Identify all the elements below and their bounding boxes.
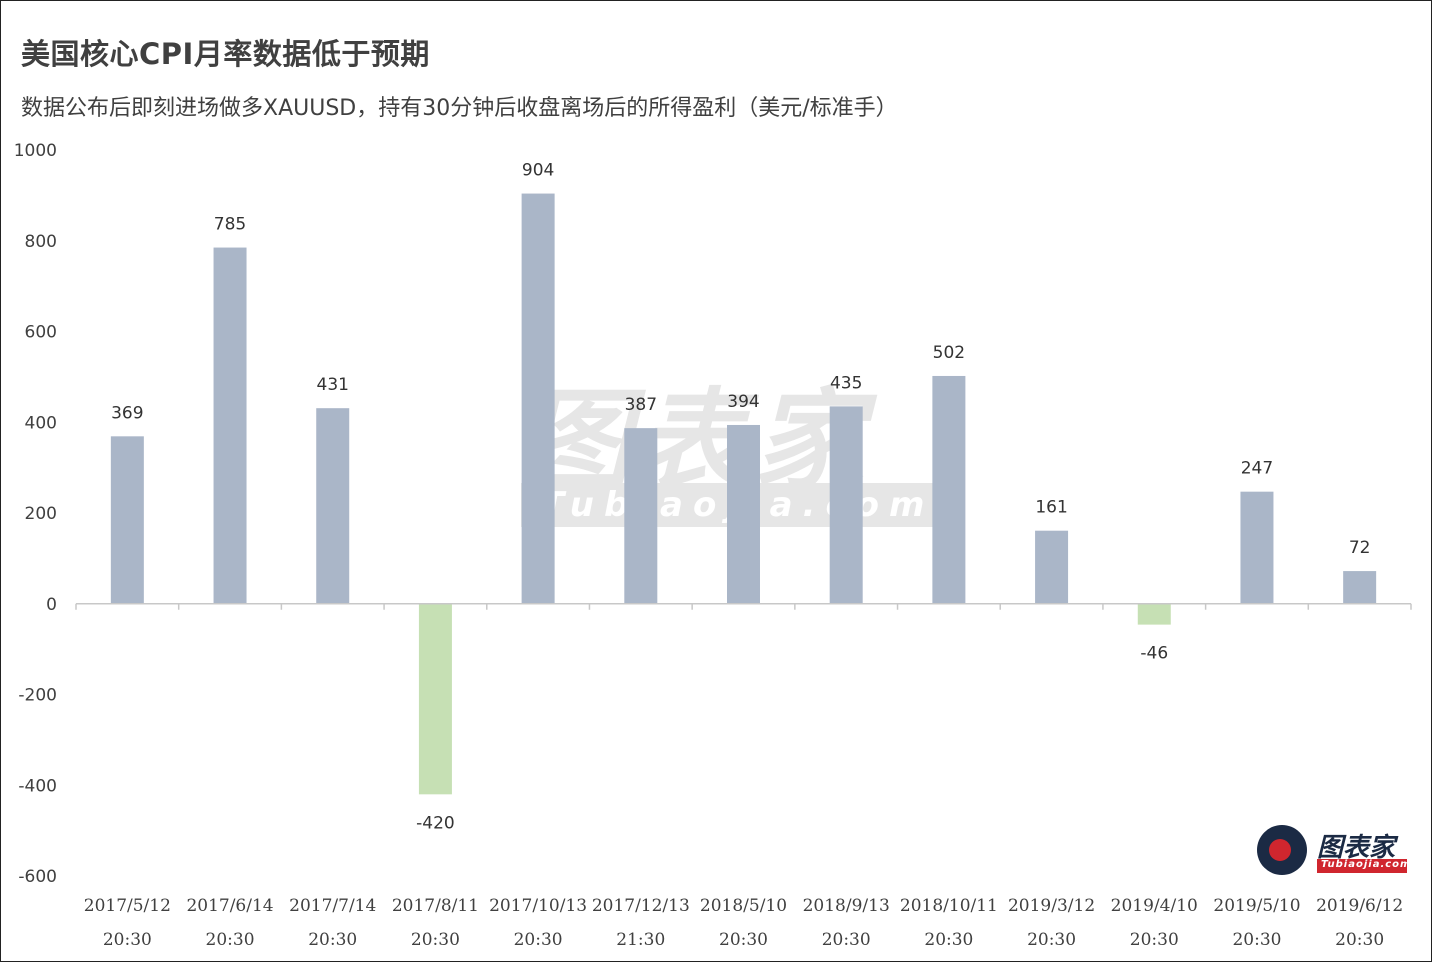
bar — [932, 375, 966, 604]
y-tick-label: 1000 — [14, 141, 57, 161]
x-category-date: 2018/5/10 — [700, 896, 787, 916]
bar — [1137, 603, 1171, 625]
bar — [110, 436, 144, 604]
x-category-date: 2017/7/14 — [289, 896, 376, 916]
data-label: 247 — [1241, 459, 1273, 479]
x-category-date: 2017/5/12 — [84, 896, 171, 916]
y-tick-label: 800 — [25, 232, 57, 252]
bar — [521, 193, 555, 604]
x-category-date: 2018/10/11 — [900, 896, 998, 916]
y-tick-label: 0 — [46, 595, 57, 615]
bar — [316, 408, 350, 604]
brand-logo: 图表家 Tubiaojia.com — [1257, 823, 1417, 879]
bar — [1343, 571, 1377, 604]
logo-sub-text: Tubiaojia.com — [1321, 859, 1412, 870]
data-label: 785 — [214, 215, 246, 235]
x-category-date: 2017/12/13 — [592, 896, 690, 916]
x-axis-tick-marks — [75, 603, 1412, 610]
data-label: -420 — [416, 813, 455, 833]
bar — [418, 603, 452, 795]
x-category-time: 20:30 — [1130, 930, 1179, 950]
y-tick-label: 200 — [25, 504, 57, 524]
x-category-time: 20:30 — [924, 930, 973, 950]
x-category-date: 2019/4/10 — [1111, 896, 1198, 916]
x-category-date: 2018/9/13 — [803, 896, 890, 916]
bar — [213, 247, 247, 604]
chart-title: 美国核心CPI月率数据低于预期 — [21, 37, 430, 71]
x-axis-categories: 2017/5/12 20:30 2017/6/14 20:30 2017/7/14 20:… — [84, 896, 1403, 950]
y-tick-label: -200 — [18, 686, 57, 706]
x-category-date: 2019/5/10 — [1213, 896, 1300, 916]
y-tick-label: -600 — [18, 867, 57, 887]
data-labels: 369 785 431 -420 904 387 394 435 502 161 -46 247 72 — [111, 161, 1370, 834]
x-category-time: 20:30 — [822, 930, 871, 950]
data-label: 72 — [1349, 538, 1371, 558]
data-label: 435 — [830, 373, 862, 393]
y-tick-label: 600 — [25, 323, 57, 343]
bar — [1035, 530, 1069, 604]
x-category-time: 20:30 — [514, 930, 563, 950]
x-category-date: 2017/10/13 — [489, 896, 587, 916]
bar — [624, 428, 658, 604]
x-category-time: 20:30 — [1232, 930, 1281, 950]
x-category-date: 2019/3/12 — [1008, 896, 1095, 916]
x-category-time: 20:30 — [1335, 930, 1384, 950]
x-category-date: 2019/6/12 — [1316, 896, 1403, 916]
x-category-date: 2017/8/11 — [392, 896, 479, 916]
y-axis-ticks: 1000 800 600 400 200 0 -200 -400 -600 — [14, 141, 57, 887]
x-category-date: 2017/6/14 — [186, 896, 273, 916]
logo-band — [1317, 859, 1407, 873]
data-label: 502 — [933, 343, 965, 363]
bar — [829, 406, 863, 604]
data-label: -46 — [1140, 644, 1168, 664]
data-label: 904 — [522, 161, 554, 181]
bars — [110, 193, 1377, 795]
logo-text: 图表家 — [1317, 833, 1396, 863]
x-category-time: 20:30 — [206, 930, 255, 950]
data-label: 394 — [727, 392, 759, 412]
data-label: 369 — [111, 403, 143, 423]
bar — [1240, 491, 1274, 604]
y-tick-label: -400 — [18, 776, 57, 796]
logo-head-icon — [1257, 825, 1307, 875]
x-category-time: 20:30 — [103, 930, 152, 950]
x-category-time: 20:30 — [1027, 930, 1076, 950]
x-category-time: 20:30 — [411, 930, 460, 950]
data-label: 431 — [317, 375, 349, 395]
chart-subtitle: 数据公布后即刻进场做多XAUUSD，持有30分钟后收盘离场后的所得盈利（美元/标… — [21, 96, 898, 121]
y-tick-label: 400 — [25, 413, 57, 433]
bar — [727, 424, 760, 604]
data-label: 161 — [1035, 498, 1067, 518]
x-category-time: 20:30 — [308, 930, 357, 950]
x-category-time: 21:30 — [616, 930, 665, 950]
data-label: 387 — [625, 395, 657, 415]
x-category-time: 20:30 — [719, 930, 768, 950]
